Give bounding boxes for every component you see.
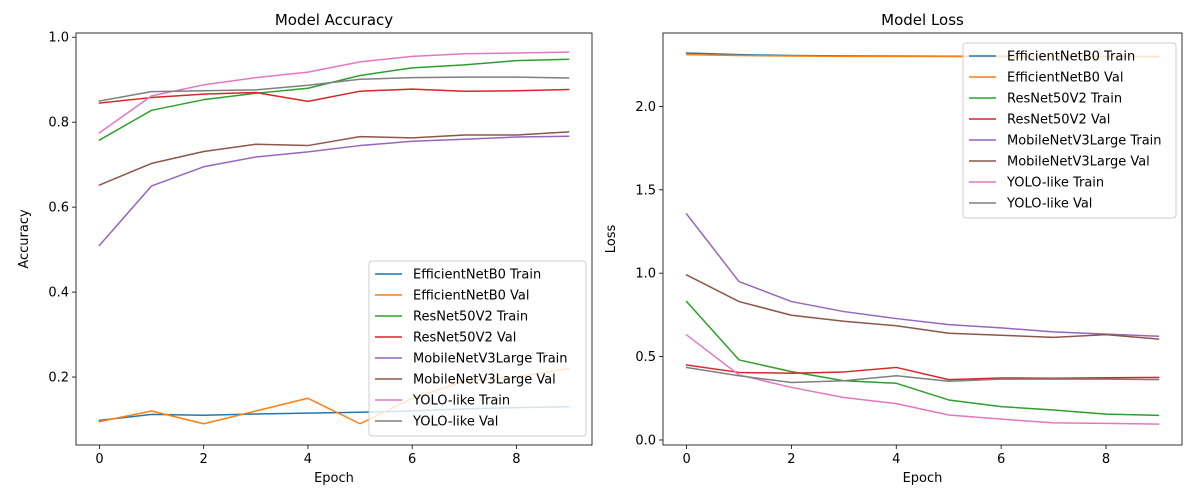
y-tick-label: 2.0 (635, 100, 656, 115)
x-tick-label: 4 (892, 452, 900, 467)
x-tick-label: 2 (787, 452, 795, 467)
legend-label: EfficientNetB0 Val (1007, 71, 1123, 86)
series-line-yolo-like-train (98, 51, 570, 134)
y-axis-label: Accuracy (17, 209, 32, 269)
chart-title: Model Loss (881, 11, 964, 29)
legend-box (368, 260, 587, 437)
series-lines (685, 52, 1160, 425)
series-line-yolo-like-train (685, 333, 1160, 425)
accuracy-chart: 0 2 4 6 8 0.2 0.4 0.6 0.8 1.0 Model Accuracy Epoch A… (17, 11, 593, 486)
y-tick-label: 1.0 (635, 267, 656, 282)
legend-label: ResNet50V2 Train (1007, 92, 1122, 107)
legend-label: MobileNetV3Large Val (1007, 155, 1150, 170)
y-tick-label: 1.5 (635, 183, 656, 198)
legend-label: MobileNetV3Large Train (413, 352, 568, 367)
series-line-mobilenetv3large-train (685, 212, 1160, 338)
series-lines (98, 51, 570, 425)
x-tick-label: 0 (95, 452, 103, 467)
series-line-yolo-like-val (98, 76, 570, 102)
chart-title: Model Accuracy (275, 11, 393, 29)
series-line-yolo-like-val (685, 366, 1160, 384)
y-axis-label: Loss (604, 225, 619, 254)
x-tick-label: 0 (682, 452, 690, 467)
x-axis-label: Epoch (903, 471, 943, 486)
y-tick-label: 0.0 (635, 433, 656, 448)
loss-chart: 0 2 4 6 8 0.0 0.5 1.0 1.5 2.0 Model Loss Epoch Loss E… (604, 11, 1183, 486)
x-tick-label: 8 (1102, 452, 1110, 467)
axes-frame (75, 32, 593, 446)
legend: EfficientNetB0 Train EfficientNetB0 Val Re… (962, 42, 1177, 219)
y-tick-label: 0.8 (48, 116, 69, 131)
y-tick-label: 0.5 (635, 350, 656, 365)
legend: EfficientNetB0 Train EfficientNetB0 Val Re… (368, 260, 587, 437)
x-tick-label: 8 (512, 452, 520, 467)
legend-label: EfficientNetB0 Train (413, 268, 541, 283)
legend-label: YOLO-like Val (412, 415, 498, 430)
axes-frame (662, 32, 1183, 446)
series-line-resnet50v2-val (98, 88, 570, 104)
legend-label: ResNet50V2 Train (413, 310, 528, 325)
legend-label: EfficientNetB0 Val (413, 289, 529, 304)
legend-label: YOLO-like Val (1006, 197, 1092, 212)
legend-label: ResNet50V2 Val (1007, 113, 1110, 128)
series-line-resnet50v2-train (685, 300, 1160, 417)
legend-label: YOLO-like Train (412, 394, 510, 409)
x-tick-label: 4 (304, 452, 312, 467)
x-tick-label: 2 (200, 452, 208, 467)
y-tick-label: 0.6 (48, 201, 69, 216)
x-axis-label: Epoch (314, 471, 354, 486)
series-line-resnet50v2-val (685, 364, 1160, 381)
x-tick-label: 6 (408, 452, 416, 467)
legend-label: ResNet50V2 Val (413, 331, 516, 346)
legend-label: MobileNetV3Large Val (413, 373, 556, 388)
legend-box (962, 42, 1177, 219)
x-tick-label: 6 (997, 452, 1005, 467)
legend-label: YOLO-like Train (1006, 176, 1104, 191)
series-line-mobilenetv3large-val (685, 273, 1160, 340)
series-line-mobilenetv3large-train (98, 135, 570, 247)
series-line-resnet50v2-train (98, 58, 570, 142)
y-tick-label: 0.2 (48, 371, 69, 386)
legend-label: MobileNetV3Large Train (1007, 134, 1162, 149)
series-line-mobilenetv3large-val (98, 131, 570, 187)
y-tick-label: 1.0 (48, 31, 69, 46)
y-tick-label: 0.4 (48, 286, 69, 301)
legend-label: EfficientNetB0 Train (1007, 50, 1135, 65)
